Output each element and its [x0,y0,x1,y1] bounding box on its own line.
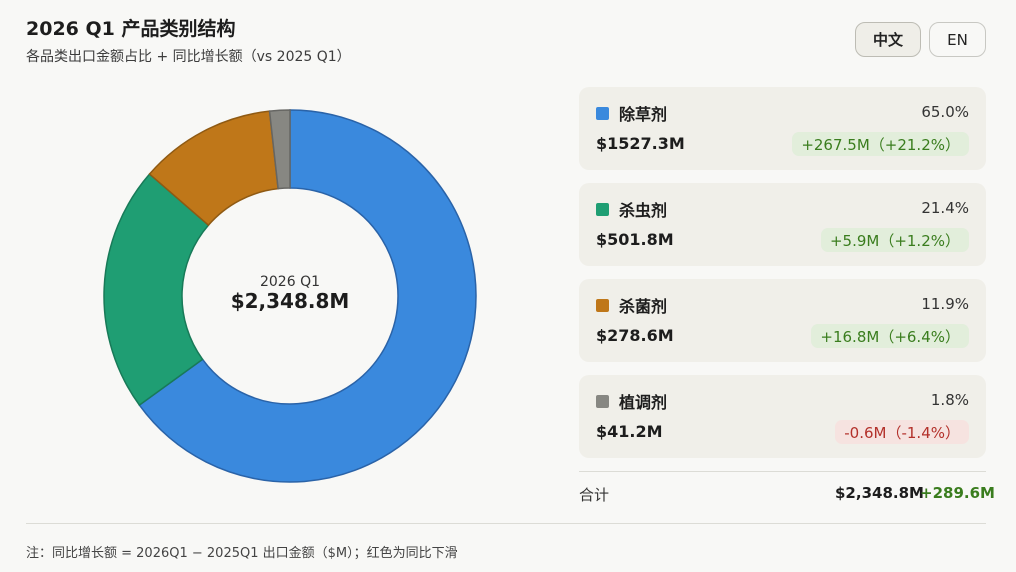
total-label: 合计 [579,486,610,504]
category-name: 杀虫剂 [619,201,668,220]
donut-slice-plant-growth-regulator[interactable] [268,109,291,190]
category-change-badge: +267.5M（+21.2%） [792,132,969,156]
category-name: 杀菌剂 [619,297,668,316]
category-card-herbicide[interactable]: 除草剂 65.0% $1527.3M +267.5M（+21.2%） [579,87,986,170]
herbicide-swatch [596,107,609,120]
category-amount: $41.2M [596,422,663,441]
donut-center-value: $2,348.8M [231,289,350,313]
category-name: 除草剂 [619,105,668,124]
total-amount: $2,348.8M [835,484,924,502]
category-share: 21.4% [921,199,969,217]
category-card-fungicide[interactable]: 杀菌剂 11.9% $278.6M +16.8M（+6.4%） [579,279,986,362]
language-en-button[interactable]: EN [929,22,986,57]
donut-center-label: 2026 Q1 [260,274,320,290]
donut-slice-herbicide[interactable] [138,109,477,483]
category-change-badge: +16.8M（+6.4%） [811,324,969,348]
fungicide-swatch [596,299,609,312]
category-amount: $278.6M [596,326,674,345]
category-share: 65.0% [921,103,969,121]
page-subtitle: 各品类出口金额占比 + 同比增长额（vs 2025 Q1） [26,49,351,65]
donut-slice-insecticide[interactable] [103,172,210,407]
category-amount: $501.8M [596,230,674,249]
footnote: 注：同比增长额 = 2026Q1 − 2025Q1 出口金额（$M）；红色为同比… [26,546,458,561]
page-title: 2026 Q1 产品类别结构 [26,18,236,40]
category-amount: $1527.3M [596,134,685,153]
category-share: 1.8% [930,391,969,409]
total-change: +289.6M [920,484,995,502]
language-zh-button[interactable]: 中文 [855,22,921,57]
footer-divider [26,523,986,524]
category-name: 植调剂 [619,393,668,412]
insecticide-swatch [596,203,609,216]
category-card-insecticide[interactable]: 杀虫剂 21.4% $501.8M +5.9M（+1.2%） [579,183,986,266]
donut-chart: 2026 Q1 $2,348.8M [103,109,477,483]
category-card-plant-growth-regulator[interactable]: 植调剂 1.8% $41.2M -0.6M（-1.4%） [579,375,986,458]
plant-growth-regulator-swatch [596,395,609,408]
category-change-badge: -0.6M（-1.4%） [835,420,969,444]
total-divider [579,471,986,472]
category-share: 11.9% [921,295,969,313]
category-change-badge: +5.9M（+1.2%） [820,228,969,252]
